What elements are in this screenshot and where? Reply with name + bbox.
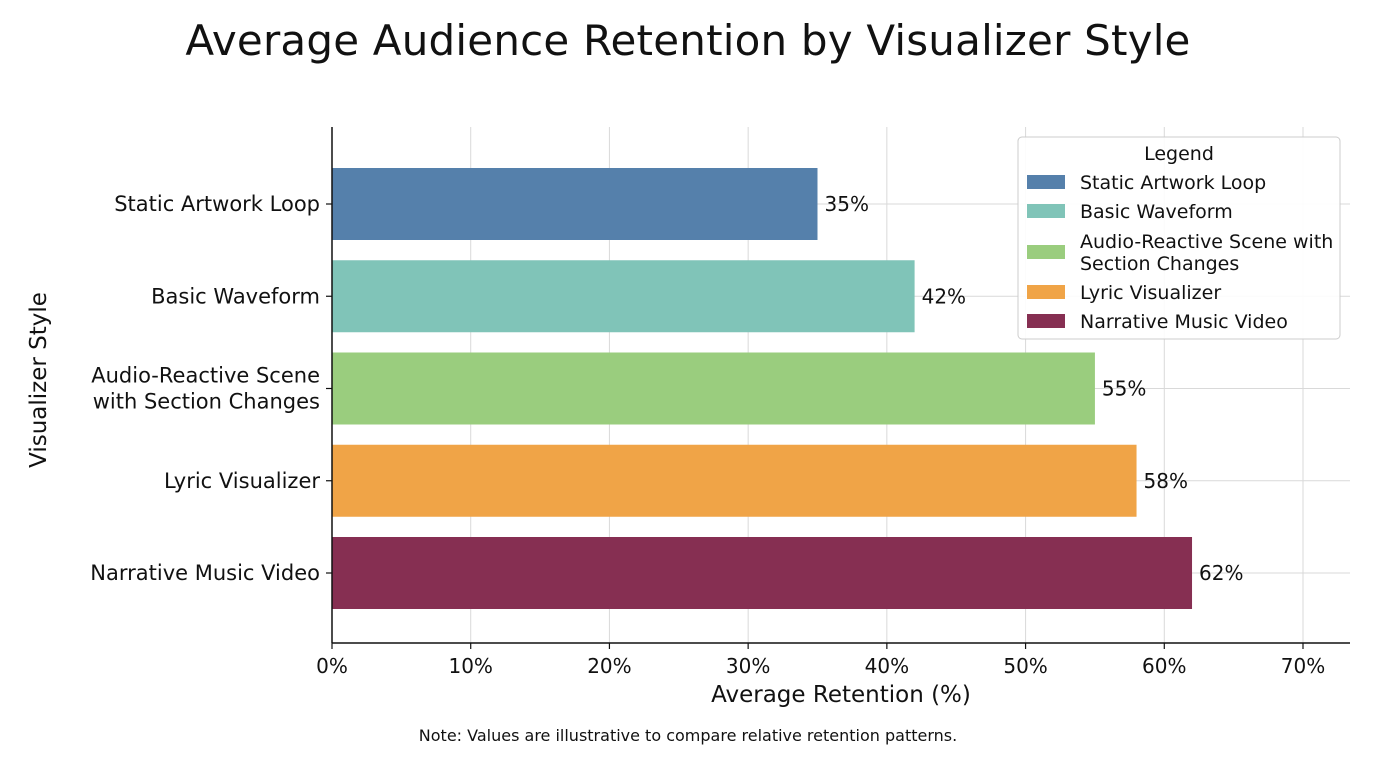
legend-swatch	[1027, 314, 1065, 328]
bar	[332, 352, 1095, 425]
bar	[332, 537, 1193, 609]
y-tick-label: Basic Waveform	[151, 284, 320, 308]
y-tick-label: Narrative Music Video	[90, 561, 320, 585]
legend-swatch	[1027, 204, 1065, 218]
y-tick-label: with Section Changes	[93, 390, 320, 414]
data-label: 62%	[1199, 561, 1243, 585]
data-label: 55%	[1102, 377, 1146, 401]
data-label: 35%	[825, 192, 869, 216]
legend-entry-label: Section Changes	[1080, 253, 1239, 275]
legend-entry-label: Lyric Visualizer	[1080, 282, 1221, 304]
y-axis-title: Visualizer Style	[26, 292, 52, 468]
legend-swatch	[1027, 285, 1065, 299]
chart-footnote: Note: Values are illustrative to compare…	[418, 726, 958, 745]
x-tick-label: 30%	[726, 654, 770, 678]
y-tick-label: Static Artwork Loop	[114, 192, 320, 216]
x-tick-label: 60%	[1142, 654, 1186, 678]
data-label: 42%	[922, 284, 966, 308]
bar	[332, 444, 1137, 517]
legend-box	[1017, 136, 1341, 340]
x-tick-label: 0%	[316, 654, 348, 678]
legend-entry-label: Audio-Reactive Scene with	[1080, 231, 1333, 253]
data-label: 58%	[1144, 469, 1188, 493]
legend-swatch	[1027, 175, 1065, 189]
x-tick-label: 20%	[587, 654, 631, 678]
y-tick-label: Audio-Reactive Scene	[91, 364, 320, 388]
legend-title: Legend	[1144, 143, 1214, 165]
x-tick-label: 10%	[448, 654, 492, 678]
x-tick-label: 70%	[1281, 654, 1325, 678]
legend-entry-label: Narrative Music Video	[1080, 311, 1288, 333]
x-tick-label: 40%	[865, 654, 909, 678]
bar	[332, 168, 818, 240]
chart-title: Average Audience Retention by Visualizer…	[185, 16, 1191, 65]
x-tick-label: 50%	[1003, 654, 1047, 678]
legend-entry-label: Basic Waveform	[1080, 201, 1233, 223]
legend-swatch	[1027, 245, 1065, 259]
legend-entry-label: Static Artwork Loop	[1080, 172, 1266, 194]
bar	[332, 260, 915, 333]
y-tick-label: Lyric Visualizer	[164, 469, 320, 493]
x-axis-title: Average Retention (%)	[711, 682, 971, 708]
